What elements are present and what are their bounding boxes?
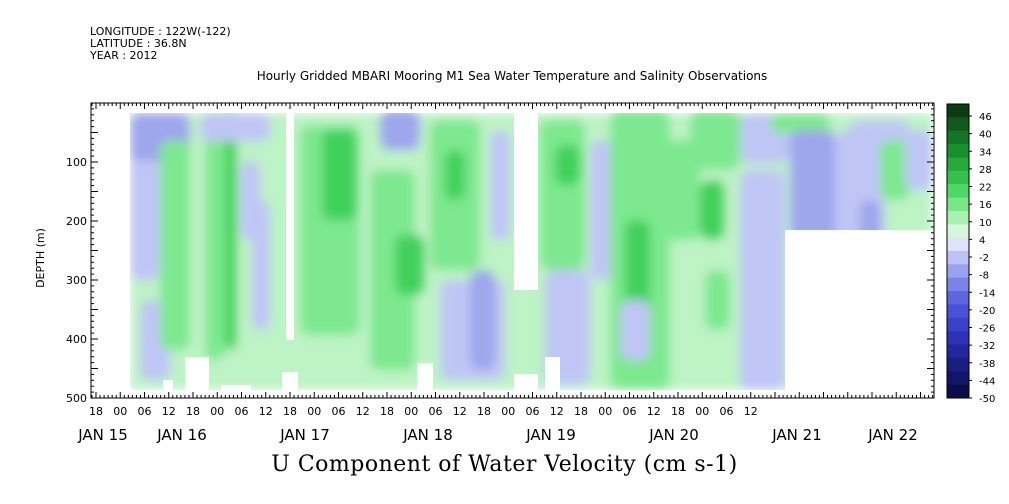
colorbar-swatch — [947, 344, 969, 359]
velocity-field — [130, 113, 933, 390]
colorbar-swatch — [947, 157, 969, 172]
colorbar-swatch — [947, 224, 969, 239]
x-tick-label: 12 — [162, 405, 176, 418]
colorbar-swatch — [947, 357, 969, 372]
x-tick-label: 06 — [332, 405, 346, 418]
y-tick-label: 200 — [66, 215, 87, 228]
x-tick-label: 12 — [356, 405, 370, 418]
x-day-label: JAN 17 — [279, 426, 330, 444]
x-tick-label: 00 — [501, 405, 515, 418]
x-tick-label: 06 — [429, 405, 443, 418]
chart-title: Hourly Gridded MBARI Mooring M1 Sea Wate… — [256, 69, 768, 83]
colorbar-swatch — [947, 117, 969, 132]
colorbar-swatch — [947, 291, 969, 305]
y-tick-label: 100 — [66, 156, 87, 169]
x-tick-label: 00 — [210, 405, 224, 418]
x-tick-label: 06 — [235, 405, 249, 418]
colorbar-swatch — [947, 144, 969, 158]
colorbar-label: 16 — [979, 200, 992, 211]
colorbar-swatch — [947, 184, 969, 199]
x-tick-label: 06 — [720, 405, 734, 418]
y-tick-label: 400 — [66, 333, 87, 346]
colorbar-swatch — [947, 251, 969, 265]
colorbar-label: 10 — [979, 218, 992, 229]
colorbar-swatch — [947, 210, 969, 225]
colorbar-label: -20 — [979, 306, 995, 317]
x-tick-label: 00 — [113, 405, 127, 418]
colorbar-label: 40 — [979, 130, 992, 141]
y-tick-label: 300 — [66, 274, 87, 287]
x-tick-label: 18 — [380, 405, 394, 418]
x-tick-label: 06 — [623, 405, 637, 418]
missing-data-masks — [163, 113, 933, 390]
colorbar-swatch — [947, 331, 969, 346]
x-day-label: JAN 16 — [156, 426, 207, 444]
colorbar-swatch — [947, 317, 969, 332]
colorbar-label: -14 — [979, 288, 995, 299]
x-tick-label: 12 — [453, 405, 467, 418]
colorbar-label: -50 — [979, 394, 995, 405]
x-tick-label: 18 — [477, 405, 491, 418]
colorbar-label: 4 — [979, 235, 985, 246]
colorbar-label: -32 — [979, 341, 995, 352]
x-tick-label: 00 — [307, 405, 321, 418]
x-tick-label: 18 — [671, 405, 685, 418]
colorbar-swatch — [947, 197, 969, 212]
colorbar-label: -2 — [979, 253, 989, 264]
colorbar-label: -44 — [979, 376, 995, 387]
x-tick-label: 06 — [526, 405, 540, 418]
x-day-label: JAN 22 — [867, 426, 918, 444]
variable-title: U Component of Water Velocity (cm s-1) — [271, 452, 738, 477]
colorbar-swatch — [947, 237, 969, 252]
colorbar-label: 46 — [979, 112, 992, 123]
x-day-label: JAN 15 — [77, 426, 128, 444]
colorbar-label: 22 — [979, 183, 992, 194]
y-axis: 100 200 300 400 500 — [66, 102, 934, 405]
colorbar: 46 40 34 28 22 16 10 4 -2 -8 -14 -20 -26 -32 -38 -44 -50 — [946, 103, 995, 405]
colorbar-swatch — [947, 384, 969, 399]
x-tick-label: 12 — [647, 405, 661, 418]
colorbar-label: -38 — [979, 359, 995, 370]
x-day-label: JAN 21 — [771, 426, 822, 444]
colorbar-label: -26 — [979, 324, 995, 335]
x-tick-label: 18 — [283, 405, 297, 418]
colorbar-swatch — [947, 130, 969, 145]
colorbar-label: 28 — [979, 165, 992, 176]
y-tick-label: 500 — [66, 392, 87, 405]
colorbar-label: 34 — [979, 147, 992, 158]
y-axis-label: DEPTH (m) — [34, 228, 47, 288]
x-tick-label: 00 — [598, 405, 612, 418]
x-day-label: JAN 19 — [525, 426, 576, 444]
x-tick-label: 12 — [550, 405, 564, 418]
x-tick-label: 00 — [404, 405, 418, 418]
colorbar-swatch — [947, 104, 969, 118]
colorbar-swatch — [947, 304, 969, 319]
x-tick-label: 12 — [259, 405, 273, 418]
longitude-label: LONGITUDE : 122W(-122) — [90, 25, 231, 38]
latitude-label: LATITUDE : 36.8N — [90, 37, 187, 50]
year-label: YEAR : 2012 — [90, 49, 158, 62]
x-tick-label: 18 — [186, 405, 200, 418]
x-tick-label: 18 — [574, 405, 588, 418]
x-day-label: JAN 18 — [402, 426, 453, 444]
x-tick-label: 06 — [138, 405, 152, 418]
x-tick-label: 00 — [695, 405, 709, 418]
colorbar-label: -8 — [979, 271, 989, 282]
colorbar-swatch — [947, 170, 969, 185]
x-axis: 18 00 06 12 18 00 06 12 18 00 06 12 18 00 06 12 18 00 06 12… — [77, 103, 934, 444]
colorbar-swatch — [947, 277, 969, 292]
x-tick-label: 18 — [89, 405, 103, 418]
colorbar-swatch — [947, 264, 969, 279]
x-day-label: JAN 20 — [648, 426, 699, 444]
colorbar-swatch — [947, 371, 969, 386]
x-tick-label: 12 — [744, 405, 758, 418]
